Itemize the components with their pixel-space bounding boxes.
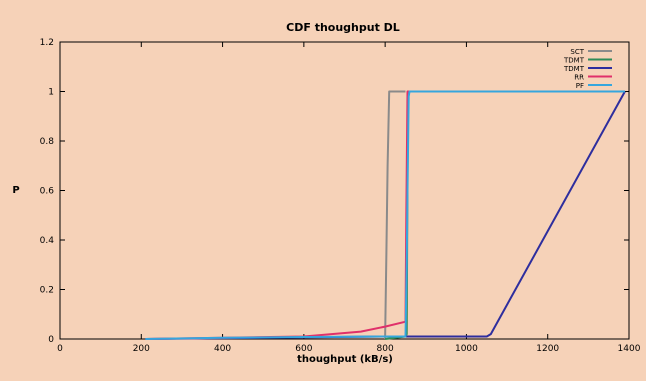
y-tick-label: 0.8 bbox=[40, 137, 55, 147]
x-tick-label: 800 bbox=[377, 344, 394, 354]
series-line-pf-4 bbox=[145, 90, 625, 340]
x-tick-label: 1400 bbox=[618, 344, 641, 354]
x-axis-label: thoughput (kB/s) bbox=[297, 354, 393, 365]
x-tick-label: 400 bbox=[214, 344, 231, 354]
y-axis-label: P bbox=[12, 185, 19, 196]
y-tick-label: 1.2 bbox=[40, 38, 54, 48]
series-line-rr-3 bbox=[145, 90, 410, 340]
x-tick-label: 1200 bbox=[536, 344, 559, 354]
x-tick-label: 1000 bbox=[455, 344, 478, 354]
series-lines bbox=[145, 90, 626, 340]
legend-label: RR bbox=[574, 74, 584, 82]
legend-label: TDMT bbox=[563, 65, 585, 73]
legend-label: SCT bbox=[570, 48, 584, 56]
y-tick-label: 0.2 bbox=[40, 286, 54, 296]
x-tick-label: 600 bbox=[295, 344, 312, 354]
y-tick-label: 0.4 bbox=[40, 236, 55, 246]
axis-ticks: 0 200 400 600 800 1000 1200 1400 0 0.2 0.4 0.6 0.8 1 1… bbox=[40, 38, 641, 354]
x-tick-label: 0 bbox=[57, 344, 63, 354]
y-tick-label: 1 bbox=[48, 88, 54, 98]
legend-label: PF bbox=[576, 82, 584, 90]
x-tick-label: 200 bbox=[133, 344, 150, 354]
y-tick-label: 0 bbox=[48, 335, 54, 345]
y-tick-label: 0.6 bbox=[40, 187, 55, 197]
series-line-sct-0 bbox=[384, 90, 406, 340]
legend-label: TDMT bbox=[563, 57, 585, 65]
chart-title: CDF thoughput DL bbox=[286, 21, 400, 34]
